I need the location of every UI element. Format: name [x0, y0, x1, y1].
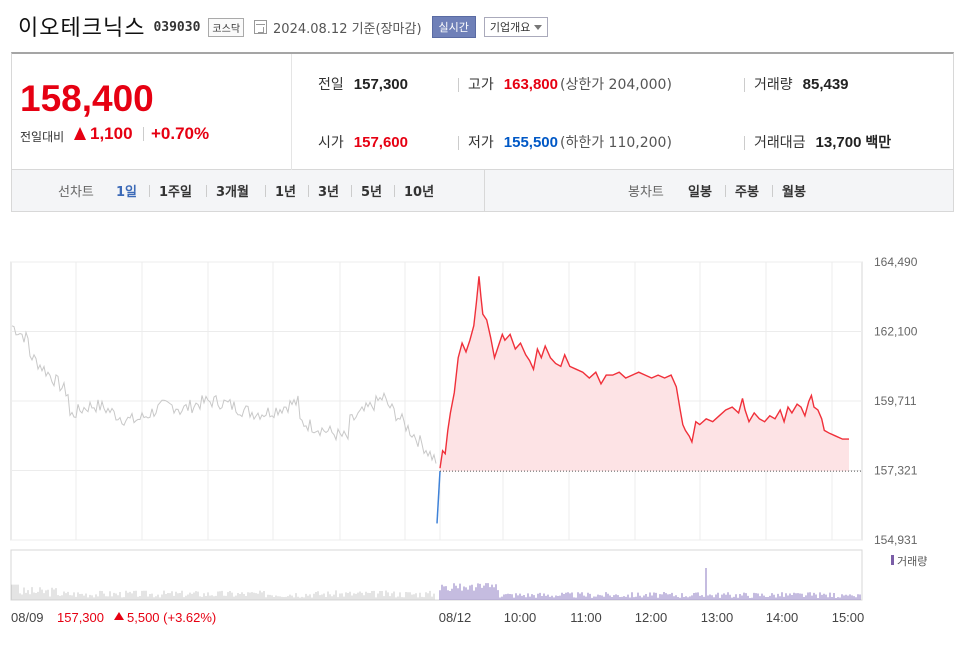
company-overview-dropdown[interactable]: 기업개요 [483, 17, 549, 37]
diff-label: 전일대비 [20, 130, 65, 144]
divider [265, 185, 266, 197]
divider [351, 185, 352, 197]
stat-amount: 거래대금 13,700 백만 [754, 132, 891, 152]
chevron-down-icon [534, 24, 543, 30]
x-axis-ticks: 08/12 10:00 11:00 12:00 13:00 14:00 15:00 08/09… [11, 610, 864, 625]
divider [484, 170, 485, 211]
candle-chart-label: 봉차트 [628, 185, 664, 200]
stat-value: 155,500 [503, 134, 558, 151]
market-badge: 코스닥 [208, 17, 245, 37]
stat-high: 고가 163,800 (상한가 204,000) [468, 74, 672, 94]
tab-3y[interactable]: 3년 [318, 185, 340, 200]
divider [725, 185, 726, 197]
y-tick-label: 154,931 [874, 533, 918, 547]
tab-weekly[interactable]: 주봉 [735, 185, 759, 200]
price-area-fill [440, 276, 849, 472]
open-drop-line [436, 471, 441, 524]
divider [143, 127, 144, 141]
volume-border [10, 549, 863, 601]
diff-percent: +0.70% [151, 124, 210, 143]
date-text: 2024.08.12 기준(장마감) [273, 21, 422, 37]
prev-day-series [11, 325, 441, 524]
divider [744, 136, 745, 150]
price-area [440, 276, 849, 472]
stat-value: 85,439 [802, 76, 849, 93]
company-overview-label: 기업개요 [489, 21, 531, 34]
prev-day-line [11, 325, 437, 464]
tab-10y[interactable]: 10년 [404, 185, 435, 200]
stock-code: 039030 [153, 20, 201, 35]
price-line-path [439, 276, 849, 469]
current-price-area: 158,400 전일대비 1,100 +0.70% [12, 54, 292, 170]
stat-open: 시가 157,600 [318, 132, 408, 152]
prev-day-close: 157,300 [57, 610, 104, 625]
stock-header: 이오테크닉스 039030 코스닥 2024.08.12 기준(장마감) 실시간… [18, 8, 549, 44]
chart-grid [10, 261, 863, 541]
stat-prev: 전일 157,300 [318, 74, 408, 94]
tab-5y[interactable]: 5년 [361, 185, 383, 200]
tab-1y[interactable]: 1년 [275, 185, 297, 200]
y-tick-label: 162,100 [874, 325, 918, 339]
diff-value: 1,100 [90, 124, 133, 143]
x-tick-label: 15:00 [832, 610, 865, 625]
volume-chart: 거래량 [10, 549, 927, 601]
current-price: 158,400 [20, 78, 154, 119]
y-axis-ticks: 164,490 162,100 159,711 157,321 154,931 [874, 255, 918, 547]
tab-monthly[interactable]: 월봉 [782, 185, 806, 200]
x-tick-label: 13:00 [701, 610, 734, 625]
stat-label: 저가 [468, 135, 494, 151]
stat-value: 157,600 [353, 134, 408, 151]
up-arrow-icon [114, 612, 124, 620]
line-chart-label: 선차트 [58, 185, 94, 200]
up-arrow-icon [74, 127, 86, 140]
stat-value: 13,700 [815, 134, 862, 151]
stat-value: 157,300 [353, 76, 408, 93]
volume-legend-label: 거래량 [897, 555, 927, 568]
stock-title: 이오테크닉스 [18, 16, 146, 41]
divider [772, 185, 773, 197]
calendar-icon [254, 20, 268, 34]
volume-legend-swatch [891, 555, 894, 565]
divider [394, 185, 395, 197]
chart-tabs: 선차트 1일 1주일 3개월 1년 3년 5년 10년 봉차트 일봉 주봉 월봉 [11, 170, 954, 212]
y-tick-label: 164,490 [874, 255, 918, 269]
divider [149, 185, 150, 197]
realtime-button[interactable]: 실시간 [431, 16, 476, 38]
stat-volume: 거래량 85,439 [754, 74, 849, 94]
tab-1d[interactable]: 1일 [116, 185, 138, 200]
divider [458, 78, 459, 92]
x-tick-label: 08/12 [439, 610, 472, 625]
upper-limit-text: (상한가 204,000) [560, 77, 672, 93]
stat-label: 시가 [318, 135, 344, 151]
divider [308, 185, 309, 197]
tab-3m[interactable]: 3개월 [216, 185, 249, 200]
stat-label: 전일 [318, 77, 344, 93]
tab-daily[interactable]: 일봉 [688, 185, 712, 200]
x-tick-label: 14:00 [766, 610, 799, 625]
y-tick-label: 159,711 [874, 394, 917, 408]
stat-unit: 백만 [865, 135, 892, 151]
prev-day-change: 5,500 (+3.62%) [127, 610, 216, 625]
y-tick-label: 157,321 [874, 464, 918, 478]
stat-label: 고가 [468, 77, 494, 93]
stat-value: 163,800 [503, 76, 558, 93]
stat-label: 거래량 [754, 77, 793, 93]
x-tick-label: 12:00 [635, 610, 668, 625]
divider [744, 78, 745, 92]
stat-label: 거래대금 [754, 135, 806, 151]
x-tick-label: 10:00 [504, 610, 537, 625]
x-tick-label: 11:00 [570, 610, 602, 625]
price-line [439, 276, 849, 469]
divider [458, 136, 459, 150]
divider [206, 185, 207, 197]
lower-limit-text: (하한가 110,200) [560, 135, 672, 151]
tab-1w[interactable]: 1주일 [159, 185, 192, 200]
stat-low: 저가 155,500 (하한가 110,200) [468, 132, 672, 152]
prev-day-date: 08/09 [11, 610, 44, 625]
price-summary: 158,400 전일대비 1,100 +0.70% 전일 157,300 고가 … [11, 52, 954, 170]
